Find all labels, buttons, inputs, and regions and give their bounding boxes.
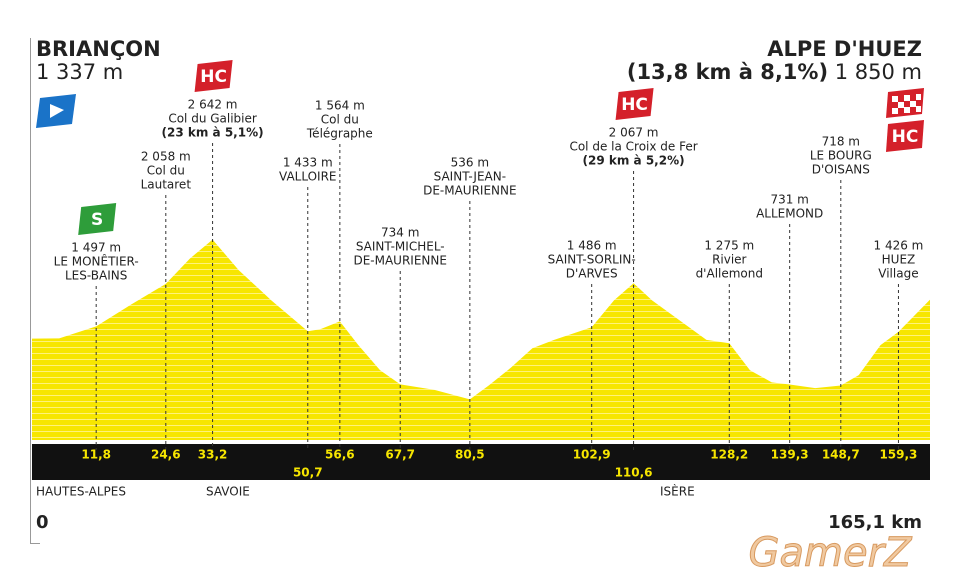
category-icon (615, 88, 654, 120)
place-name: SAINT-SORLIN- (548, 253, 636, 267)
place-name: LE MONÊTIER- (54, 254, 139, 269)
km-label: 56,6 (325, 448, 355, 462)
place-name: VALLOIRE (279, 170, 337, 184)
km-label: 139,3 (771, 448, 809, 462)
finish-name: ALPE D'HUEZ (767, 37, 922, 61)
place-name: LE BOURG (810, 149, 872, 163)
category-label: HC (621, 95, 648, 115)
region-label: HAUTES-ALPES (36, 485, 126, 499)
elevation-label: 1 275 m (704, 239, 754, 253)
elevation-profile (32, 239, 930, 440)
region-label: SAVOIE (206, 485, 250, 499)
km-label: 50,7 (293, 466, 323, 480)
km-label: 24,6 (151, 448, 181, 462)
place-name: D'OISANS (812, 163, 870, 177)
place-name: Lautaret (141, 178, 192, 192)
km-label: 67,7 (385, 448, 415, 462)
finish-flag (886, 88, 924, 152)
climb-info: (23 km à 5,1%) (162, 126, 264, 140)
start-flag (36, 94, 76, 128)
elevation-label: 1 426 m (874, 239, 924, 253)
place-name: Col de la Croix de Fer (569, 140, 697, 154)
elevation-label: 731 m (770, 193, 808, 207)
finish-info: (13,8 km à 8,1%) 1 850 m (627, 60, 922, 84)
place-name: Télégraphe (306, 127, 373, 141)
category-icon (194, 60, 233, 92)
km-label: 110,6 (615, 466, 653, 480)
finish-climb: (13,8 km à 8,1%) (627, 60, 828, 84)
elevation-label: 734 m (381, 226, 419, 240)
region-label: ISÈRE (660, 484, 695, 499)
place-name: SAINT-MICHEL- (356, 240, 445, 254)
km-label: 102,9 (573, 448, 611, 462)
place-name: Rivier (712, 253, 746, 267)
elevation-label: 1 564 m (315, 99, 365, 113)
place-name: ALLEMOND (756, 207, 823, 221)
elevation-label: 2 067 m (609, 126, 659, 140)
place-name: Col du (147, 164, 185, 178)
place-name: Col du Galibier (168, 112, 257, 126)
place-name: Village (878, 267, 918, 281)
place-name: Col du (321, 113, 359, 127)
elevation-label: 718 m (822, 135, 860, 149)
km-band (32, 444, 930, 480)
place-name: LES-BAINS (65, 269, 127, 283)
place-name: SAINT-JEAN- (434, 170, 506, 184)
elevation-label: 1 497 m (71, 241, 121, 255)
category-label: S (91, 210, 103, 230)
elevation-label: 2 058 m (141, 150, 191, 164)
km-label: 128,2 (710, 448, 748, 462)
km-label: 11,8 (81, 448, 111, 462)
start-name: BRIANÇON (36, 37, 161, 61)
climb-info: (29 km à 5,2%) (583, 154, 685, 168)
place-name: DE-MAURIENNE (353, 254, 447, 268)
elevation-label: 536 m (451, 156, 489, 170)
watermark: GamerZ (749, 530, 914, 576)
km-label: 33,2 (198, 448, 228, 462)
km-label: 159,3 (879, 448, 917, 462)
km-label: 80,5 (455, 448, 485, 462)
x-end-label: 165,1 km (828, 512, 922, 533)
category-label: HC (200, 67, 227, 87)
place-name: d'Allemond (696, 267, 763, 281)
finish-elevation: 1 850 m (835, 60, 922, 84)
category-icon (78, 203, 117, 235)
elevation-label: 1 486 m (567, 239, 617, 253)
x-end-label: 0 (36, 512, 49, 533)
km-label: 148,7 (822, 448, 860, 462)
start-elevation: 1 337 m (36, 60, 123, 84)
elevation-label: 2 642 m (188, 98, 238, 112)
place-name: HUEZ (882, 253, 916, 267)
finish-icon: HC (892, 127, 919, 147)
place-name: D'ARVES (566, 267, 618, 281)
elevation-label: 1 433 m (283, 156, 333, 170)
place-name: DE-MAURIENNE (423, 184, 517, 198)
